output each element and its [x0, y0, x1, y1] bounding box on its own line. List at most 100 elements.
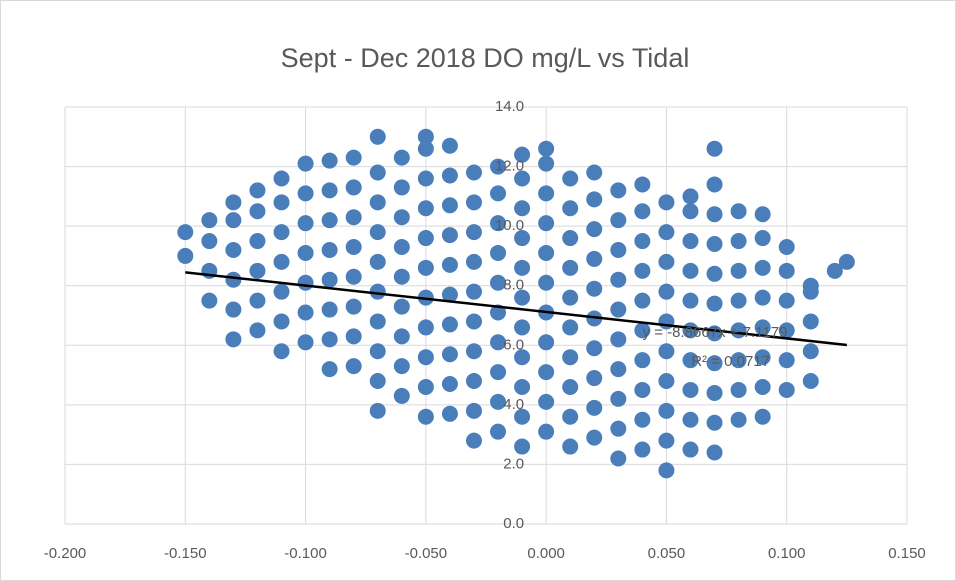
point [441, 137, 458, 154]
point [826, 262, 843, 279]
y-tick-label: 6.0 [503, 336, 524, 353]
point [225, 241, 242, 258]
point [538, 155, 555, 172]
point [838, 253, 855, 270]
point [730, 292, 747, 309]
point [465, 313, 482, 330]
point [682, 233, 699, 250]
point [321, 212, 338, 229]
point [345, 328, 362, 345]
point [586, 164, 603, 181]
point [393, 268, 410, 285]
point [706, 140, 723, 157]
point [465, 194, 482, 211]
point [538, 244, 555, 261]
trendline-equation: y = -8.8667x + 7.1179 [643, 324, 788, 341]
grid [64, 106, 908, 525]
point [634, 322, 651, 339]
point [369, 194, 386, 211]
point [345, 268, 362, 285]
point [778, 322, 795, 339]
point [610, 271, 627, 288]
point [393, 387, 410, 404]
x-tick-label: 0.050 [648, 545, 686, 562]
chart-title: Sept - Dec 2018 DO mg/L vs Tidal [281, 43, 690, 73]
point [802, 313, 819, 330]
point [417, 378, 434, 395]
point [706, 206, 723, 223]
overlay: 0.0 2.0 4.0 6.0 8.0 10.0 12.0 14.0 -0.200 -0.150 -… [44, 98, 926, 562]
point [586, 429, 603, 446]
point [321, 271, 338, 288]
point [441, 167, 458, 184]
y-tick-label: 10.0 [495, 217, 524, 234]
point [586, 280, 603, 297]
point [297, 215, 314, 232]
point [441, 227, 458, 244]
point [610, 420, 627, 437]
point [369, 402, 386, 419]
point [273, 224, 290, 241]
point [345, 358, 362, 375]
point [393, 209, 410, 226]
point [658, 224, 675, 241]
point [802, 343, 819, 360]
point [682, 411, 699, 428]
point [562, 319, 579, 336]
point [177, 247, 194, 264]
point [730, 233, 747, 250]
point [562, 230, 579, 247]
point [514, 289, 531, 306]
point [514, 200, 531, 217]
point [345, 298, 362, 315]
point [706, 265, 723, 282]
point [682, 188, 699, 205]
point [417, 349, 434, 366]
point [610, 182, 627, 199]
point [538, 364, 555, 381]
point [465, 224, 482, 241]
point [514, 378, 531, 395]
x-tick-label: -0.200 [44, 545, 87, 562]
point [321, 182, 338, 199]
point [393, 238, 410, 255]
point [465, 343, 482, 360]
point [465, 164, 482, 181]
point [562, 200, 579, 217]
point [369, 253, 386, 270]
y-tick-label: 4.0 [503, 396, 524, 413]
point [393, 149, 410, 166]
point [273, 343, 290, 360]
point [417, 319, 434, 336]
point [706, 236, 723, 253]
point [802, 373, 819, 390]
point [730, 381, 747, 398]
point [393, 179, 410, 196]
point [634, 411, 651, 428]
point [538, 140, 555, 157]
point [634, 292, 651, 309]
point [754, 319, 771, 336]
point [345, 209, 362, 226]
points [177, 128, 855, 479]
point [706, 295, 723, 312]
point [538, 393, 555, 410]
point [754, 230, 771, 247]
trendline-r2: R² = 0.0717 [691, 353, 770, 370]
point [706, 176, 723, 193]
point [730, 352, 747, 369]
point [490, 334, 507, 351]
point [490, 423, 507, 440]
point [658, 402, 675, 419]
point [730, 203, 747, 220]
point [610, 301, 627, 318]
point [586, 191, 603, 208]
point [610, 361, 627, 378]
point [754, 408, 771, 425]
point [514, 230, 531, 247]
point [778, 262, 795, 279]
point [706, 384, 723, 401]
y-tick-label: 0.0 [503, 515, 524, 532]
x-tick-label: -0.050 [405, 545, 448, 562]
point [249, 203, 266, 220]
